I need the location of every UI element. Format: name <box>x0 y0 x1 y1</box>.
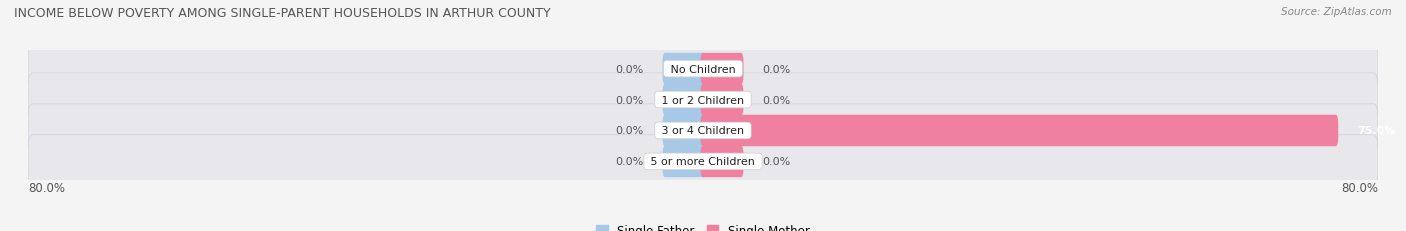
FancyBboxPatch shape <box>28 135 1378 188</box>
Text: 3 or 4 Children: 3 or 4 Children <box>658 126 748 136</box>
FancyBboxPatch shape <box>662 115 706 147</box>
Legend: Single Father, Single Mother: Single Father, Single Mother <box>592 219 814 231</box>
Text: INCOME BELOW POVERTY AMONG SINGLE-PARENT HOUSEHOLDS IN ARTHUR COUNTY: INCOME BELOW POVERTY AMONG SINGLE-PARENT… <box>14 7 551 20</box>
FancyBboxPatch shape <box>28 43 1378 96</box>
Text: No Children: No Children <box>666 64 740 74</box>
FancyBboxPatch shape <box>662 84 706 116</box>
Text: 75.0%: 75.0% <box>1357 126 1395 136</box>
FancyBboxPatch shape <box>28 104 1378 157</box>
FancyBboxPatch shape <box>700 84 744 116</box>
FancyBboxPatch shape <box>662 146 706 177</box>
FancyBboxPatch shape <box>28 74 1378 127</box>
FancyBboxPatch shape <box>700 54 744 85</box>
Text: 1 or 2 Children: 1 or 2 Children <box>658 95 748 105</box>
Text: 0.0%: 0.0% <box>616 157 644 167</box>
Text: 80.0%: 80.0% <box>1341 181 1378 194</box>
Text: 5 or more Children: 5 or more Children <box>647 157 759 167</box>
Text: 0.0%: 0.0% <box>616 126 644 136</box>
Text: Source: ZipAtlas.com: Source: ZipAtlas.com <box>1281 7 1392 17</box>
FancyBboxPatch shape <box>700 115 1339 147</box>
Text: 0.0%: 0.0% <box>616 95 644 105</box>
Text: 0.0%: 0.0% <box>762 157 790 167</box>
FancyBboxPatch shape <box>662 54 706 85</box>
Text: 0.0%: 0.0% <box>616 64 644 74</box>
Text: 80.0%: 80.0% <box>28 181 65 194</box>
Text: 0.0%: 0.0% <box>762 95 790 105</box>
Text: 0.0%: 0.0% <box>762 64 790 74</box>
FancyBboxPatch shape <box>700 146 744 177</box>
